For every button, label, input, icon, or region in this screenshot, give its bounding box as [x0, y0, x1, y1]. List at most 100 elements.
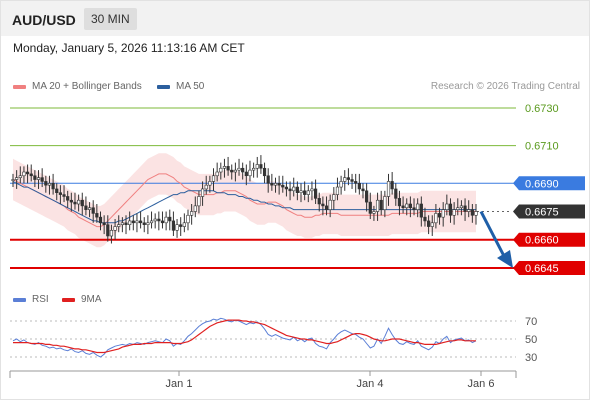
ma9-swatch: [62, 297, 75, 302]
candle-body: [324, 205, 329, 210]
candle-body: [157, 218, 161, 222]
candle-body: [29, 173, 33, 177]
candle-body: [281, 184, 285, 188]
candle-body: [128, 220, 132, 225]
candle-body: [313, 188, 318, 199]
candle-body: [295, 186, 299, 194]
candle-body: [226, 166, 230, 171]
ma50-swatch: [157, 84, 170, 89]
candle-body: [179, 224, 183, 227]
candle-body: [95, 213, 99, 218]
x-tick-label: Jan 6: [468, 378, 495, 390]
candle-body: [470, 209, 474, 216]
candle-body: [365, 190, 369, 203]
candle-body: [273, 182, 278, 186]
candle-body: [36, 177, 41, 180]
support-level-label: 0.6645: [525, 263, 559, 275]
candle-body: [255, 164, 259, 169]
candle-body: [69, 199, 73, 203]
candle-body: [445, 203, 449, 210]
candle-body: [467, 209, 471, 212]
candle-body: [372, 211, 376, 214]
candle-body: [441, 209, 445, 218]
candle-body: [270, 182, 274, 186]
candle-body: [434, 213, 438, 224]
candle-body: [222, 166, 227, 169]
candle-body: [292, 186, 296, 192]
candle-body: [237, 167, 241, 171]
pivot-level-tag: [513, 176, 585, 191]
forecast-arrow-shaft: [479, 210, 508, 261]
candle-body: [346, 177, 351, 180]
candle-body: [200, 188, 205, 197]
candle-body: [306, 190, 310, 195]
candle-body: [25, 171, 30, 175]
candle-body: [350, 179, 354, 182]
candle-body: [117, 224, 121, 227]
candle-body: [456, 207, 460, 210]
timeframe-badge[interactable]: 30 MIN: [84, 8, 137, 30]
candle-body: [394, 188, 398, 199]
candle-body: [335, 186, 340, 195]
candle-body: [463, 205, 467, 212]
candle-body: [208, 181, 212, 186]
rsi-tick-label: 50: [525, 334, 537, 346]
candle-body: [328, 199, 332, 210]
rsi-line: [12, 317, 477, 358]
ma20-line: [12, 173, 476, 228]
candle-body: [368, 201, 372, 214]
legend-ma20: MA 20 + Bollinger Bands: [13, 81, 142, 92]
candle-body: [87, 207, 92, 210]
candle-body: [474, 211, 478, 216]
candle-body: [62, 194, 66, 197]
candle-body: [168, 216, 172, 222]
resistance-level-label: 0.6710: [525, 141, 559, 153]
candle-body: [419, 203, 423, 218]
rsi-ma9-line: [13, 319, 476, 354]
candle-body: [219, 167, 223, 173]
candle-body: [248, 169, 252, 177]
ma20-swatch: [13, 84, 26, 89]
candle-body: [80, 199, 84, 207]
top-bar: AUD/USD 30 MIN: [1, 1, 589, 36]
candle-body: [408, 203, 412, 209]
candle-body: [135, 220, 139, 224]
candle-body: [390, 181, 394, 190]
legend-ma20-label: MA 20 + Bollinger Bands: [32, 81, 142, 92]
candle-body: [211, 175, 216, 182]
candle-body: [160, 220, 165, 224]
candle-body: [164, 216, 168, 224]
timestamp: Monday, January 5, 2026 11:13:16 AM CET: [13, 41, 245, 55]
candle-body: [339, 181, 343, 188]
candle-body: [102, 222, 106, 225]
support-level-tag: [513, 260, 585, 275]
candle-body: [15, 177, 19, 180]
candle-body: [317, 198, 321, 205]
candle-body: [40, 177, 44, 182]
pair-title: AUD/USD: [12, 12, 76, 28]
candle-body: [299, 190, 303, 194]
legend-ma9-label: 9MA: [81, 294, 102, 305]
candle-body: [131, 220, 135, 224]
candle-body: [437, 213, 442, 218]
candle-body: [98, 216, 103, 224]
candle-body: [401, 205, 405, 209]
candle-body: [262, 167, 267, 177]
pivot-level-label: 0.6690: [525, 178, 559, 190]
candle-body: [73, 201, 77, 205]
candle-body: [193, 205, 197, 212]
rsi-tick-label: 70: [525, 316, 537, 328]
candle-body: [303, 190, 307, 195]
candle-body: [182, 222, 186, 227]
candle-body: [149, 220, 154, 224]
candle-body: [175, 224, 179, 231]
candle-body: [452, 209, 456, 216]
candle-body: [106, 224, 110, 237]
ma50-line: [12, 180, 476, 224]
candle-body: [190, 211, 194, 216]
candle-body: [310, 188, 314, 192]
candle-body: [343, 177, 347, 182]
candle-body: [379, 199, 383, 210]
legend-rsi: RSI: [13, 294, 49, 305]
candle-body: [427, 220, 431, 227]
